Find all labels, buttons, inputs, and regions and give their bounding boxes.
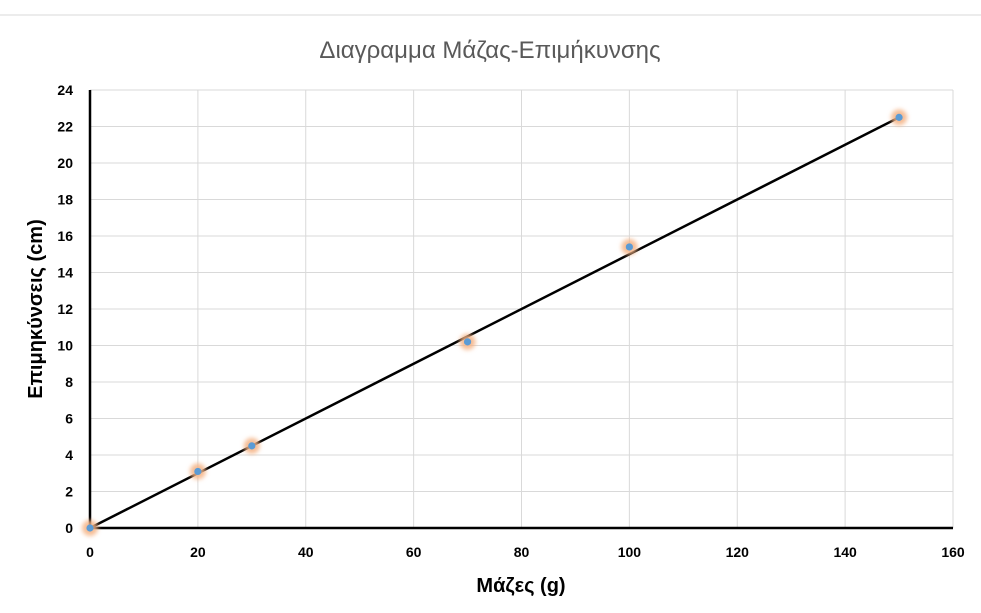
linear-trendline [89,116,900,530]
axis-layer [88,90,953,530]
y-tick-label: 18 [57,192,73,208]
y-tick-label: 16 [57,228,73,244]
x-axis-title: Μάζες (g) [476,575,565,597]
y-tick-label: 2 [65,484,73,500]
y-tick-label: 24 [57,82,73,98]
x-tick-label: 0 [86,544,94,560]
x-tick-label: 120 [726,544,750,560]
y-tick-label: 6 [65,411,73,427]
data-point [248,442,256,450]
y-tick-label: 12 [57,301,73,317]
trendline-layer [89,116,900,530]
y-tick-label: 20 [57,155,73,171]
y-tick-label: 8 [65,374,73,390]
data-points [82,109,908,536]
tick-labels: 0 20 40 60 80 100 120 140 1600246810121416182022… [57,82,964,560]
x-tick-label: 40 [298,544,314,560]
x-tick-label: 160 [941,544,965,560]
data-point [86,524,94,532]
data-point [194,467,202,476]
data-point [895,113,903,121]
y-axis-title: Επιμηκύνσεις (cm) [25,219,47,399]
x-tick-label: 140 [833,544,857,560]
data-point [625,243,633,251]
y-tick-label: 14 [57,265,73,281]
x-tick-label: 80 [514,544,530,560]
y-tick-label: 22 [57,119,73,135]
y-tick-label: 0 [65,520,73,536]
y-tick-label: 4 [65,447,73,463]
chart-title: Διαγραμμα Μάζας-Επιμήκυνσης [319,37,660,64]
x-tick-label: 20 [190,544,206,560]
x-tick-label: 60 [406,544,422,560]
y-tick-label: 10 [57,338,73,354]
data-point [463,338,472,346]
x-tick-label: 100 [618,544,642,560]
